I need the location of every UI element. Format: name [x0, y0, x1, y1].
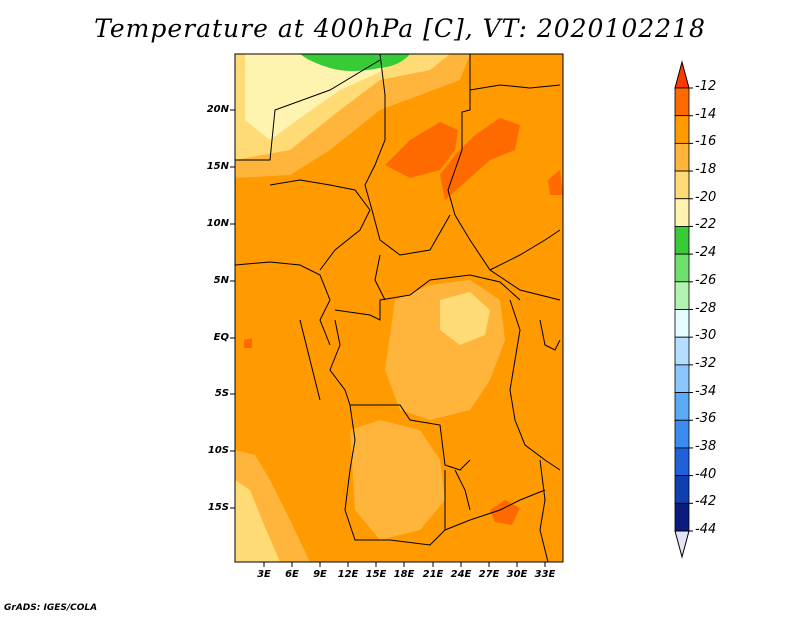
lat-tick-label: 10S	[207, 445, 229, 456]
colorbar-label: -44	[695, 522, 717, 537]
lat-tick-label: EQ	[213, 332, 229, 343]
colorbar-swatch	[674, 502, 690, 532]
colorbar-swatch	[674, 309, 690, 338]
field-band-22-north	[245, 54, 405, 140]
border-line	[444, 470, 546, 531]
colorbar-swatch	[674, 87, 690, 117]
border-line	[235, 59, 381, 161]
colorbar-swatch	[674, 364, 690, 393]
colorbar-label: -36	[695, 411, 717, 427]
lat-tick-label: 5S	[214, 388, 229, 399]
country-borders	[235, 54, 561, 562]
border-line	[364, 54, 451, 256]
field-sw-20	[235, 480, 280, 562]
border-line	[334, 274, 521, 321]
lat-tick-label: 15N	[206, 161, 229, 172]
colorbar-label: -34	[695, 383, 717, 399]
border-line	[344, 404, 446, 546]
field-se-warm	[490, 500, 520, 525]
map-title: Temperature at 400hPa [C], VT: 202010221…	[94, 14, 706, 43]
colorbar-label: -22	[695, 217, 717, 233]
field-south-18	[350, 420, 445, 540]
colorbar-label: -24	[695, 245, 717, 261]
colorbar-swatch	[674, 142, 690, 172]
border-line	[454, 469, 471, 511]
colorbar-swatch	[674, 198, 690, 227]
border-line	[539, 319, 561, 351]
lon-tick-label: 12E	[337, 569, 359, 580]
lon-tick-label: 21E	[422, 569, 444, 580]
lat-tick-label: 15S	[207, 502, 229, 513]
field-warm-patch-1	[385, 122, 458, 178]
border-line	[350, 404, 471, 471]
colorbar-swatch	[674, 226, 690, 255]
colorbar-label: -38	[695, 438, 717, 454]
colorbar-label: -12	[695, 79, 717, 94]
lon-tick-label: 9E	[313, 569, 327, 580]
colorbar-swatch	[674, 336, 690, 366]
lon-tick-label: 3E	[257, 569, 271, 580]
border-line	[269, 179, 371, 271]
field-w-warm	[244, 338, 252, 348]
lon-tick-label: 30E	[506, 569, 528, 580]
colorbar-label: -14	[695, 106, 717, 122]
temperature-field	[235, 54, 563, 562]
colorbar-swatch	[674, 170, 690, 200]
map-frame	[234, 53, 564, 563]
colorbar-label: -28	[695, 300, 717, 316]
colorbar-swatch	[674, 419, 690, 449]
lat-tick-label: 20N	[206, 104, 229, 115]
border-line	[299, 319, 321, 401]
colorbar-swatch	[674, 115, 690, 144]
colorbar-label: -26	[695, 272, 717, 288]
border-line	[329, 319, 351, 406]
field-warm-patch-2	[440, 118, 520, 200]
colorbar-label: -30	[695, 328, 717, 344]
field-warm-patch-3	[548, 170, 563, 195]
colorbar-min-arrow	[674, 530, 690, 559]
colorbar	[674, 60, 693, 559]
colorbar-max-arrow	[674, 60, 690, 89]
lat-tick-label: 10N	[206, 218, 229, 229]
colorbar-label: -18	[695, 162, 717, 178]
colorbar-label: -32	[695, 355, 717, 371]
colorbar-swatch	[674, 281, 690, 310]
border-line	[447, 54, 561, 301]
border-line	[469, 84, 561, 91]
lon-tick-label: 6E	[285, 569, 299, 580]
border-line	[374, 254, 386, 301]
border-line	[235, 261, 331, 346]
colorbar-swatch	[674, 447, 690, 477]
field-band-24-green	[300, 54, 410, 71]
border-line	[539, 459, 549, 562]
border-line	[509, 299, 561, 471]
lon-tick-label: 27E	[478, 569, 500, 580]
lon-tick-label: 33E	[534, 569, 556, 580]
lat-tick-label: 5N	[213, 275, 229, 286]
credit-text: GrADS: IGES/COLA	[4, 603, 98, 613]
border-line	[489, 229, 561, 271]
colorbar-label: -40	[695, 466, 717, 482]
lon-tick-label: 18E	[393, 569, 415, 580]
colorbar-swatch	[674, 475, 690, 504]
colorbar-swatch	[674, 392, 690, 421]
lon-tick-label: 15E	[365, 569, 387, 580]
colorbar-label: -16	[695, 134, 717, 150]
map-tick-marks	[230, 109, 546, 567]
colorbar-label: -20	[695, 189, 717, 205]
lon-tick-label: 24E	[450, 569, 472, 580]
colorbar-label: -42	[695, 494, 717, 510]
colorbar-swatch	[674, 253, 690, 283]
field-central-20	[440, 292, 490, 345]
